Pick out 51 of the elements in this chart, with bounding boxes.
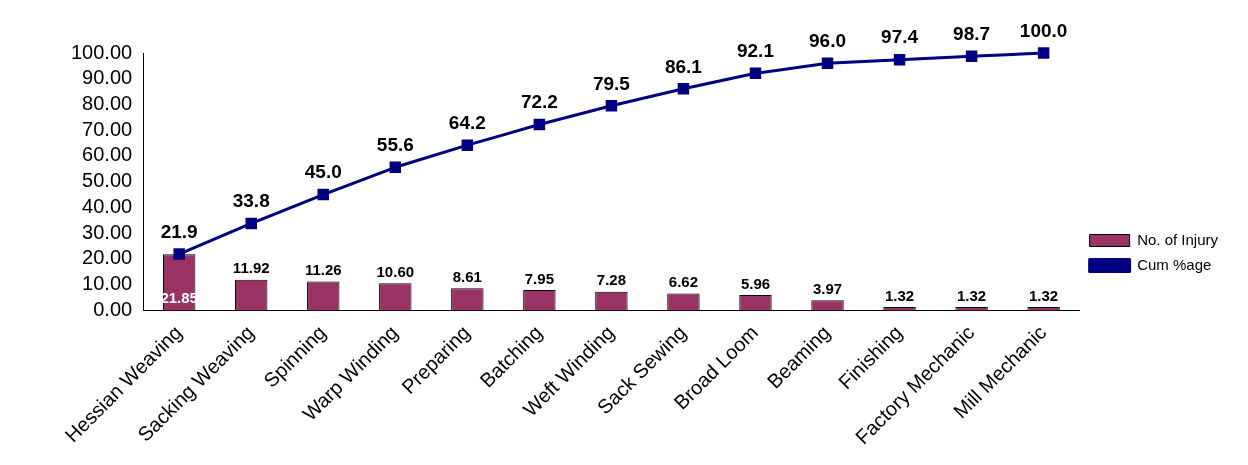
data-label: 21.9 [160,220,198,242]
data-label: 72.2 [520,91,558,113]
data-label: 64.2 [448,111,486,133]
y-tick-label: 30.00 [82,220,133,243]
data-label: 79.5 [592,72,631,94]
data-label: 6.62 [668,273,699,291]
y-tick-label: 100.00 [71,40,133,63]
data-label: 45.0 [304,161,342,183]
data-label: 100.0 [1019,19,1068,41]
y-tick-label: 70.00 [82,117,133,140]
point [389,161,402,174]
point [245,217,257,230]
point [893,53,906,66]
point [605,100,618,112]
data-label: 98.7 [953,23,991,45]
data-label: 7.28 [596,271,626,289]
data-label: 55.6 [376,134,414,156]
data-label: 97.4 [881,26,919,48]
data-label: 1.32 [1029,286,1059,304]
y-tick-label: 0.00 [93,297,133,320]
data-label: 3.97 [812,279,843,297]
point [1037,47,1050,59]
legend-label: No. of Injury [1137,230,1219,248]
point [173,248,185,260]
point [749,67,762,80]
y-tick-label: 80.00 [82,92,133,114]
point [533,118,546,131]
point [317,188,329,201]
point [821,57,834,70]
y-tick-label: 10.00 [82,272,133,295]
y-tick-label: 20.00 [82,246,133,269]
point [965,50,978,63]
y-tick-label: 60.00 [82,143,133,166]
data-label: 8.61 [452,267,482,285]
y-tick-label: 40.00 [82,194,133,217]
data-label: 7.95 [524,269,554,287]
data-label: 96.0 [809,30,846,52]
data-label: 10.60 [376,262,415,280]
data-label: 11.92 [232,259,270,277]
legend-label: Cum %age [1137,255,1212,273]
data-label: 11.26 [304,261,342,279]
data-label: 1.32 [884,286,915,304]
data-label: 33.8 [232,190,270,212]
y-tick-label: 50.00 [82,169,133,192]
data-label: 1.32 [956,286,987,304]
data-label: 92.1 [736,40,775,62]
point [461,139,474,151]
data-label: 86.1 [664,55,703,77]
y-tick-label: 90.00 [82,66,133,89]
data-label: 5.96 [740,274,771,292]
point [677,83,690,95]
